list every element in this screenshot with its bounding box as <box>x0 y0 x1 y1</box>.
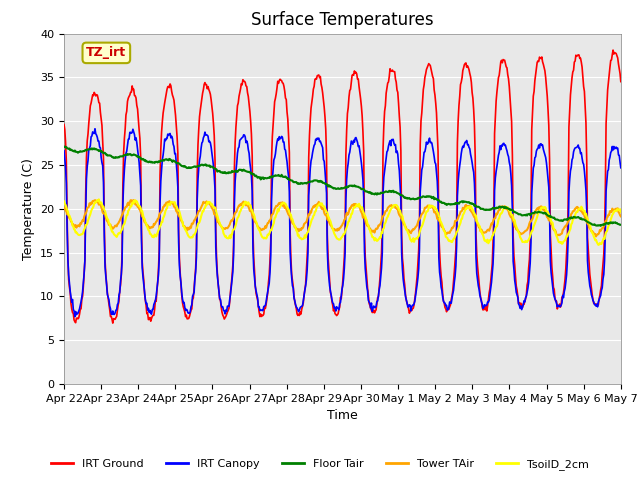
Y-axis label: Temperature (C): Temperature (C) <box>22 158 35 260</box>
X-axis label: Time: Time <box>327 409 358 422</box>
Text: TZ_irt: TZ_irt <box>86 47 126 60</box>
Title: Surface Temperatures: Surface Temperatures <box>251 11 434 29</box>
Legend: IRT Ground, IRT Canopy, Floor Tair, Tower TAir, TsoilD_2cm: IRT Ground, IRT Canopy, Floor Tair, Towe… <box>47 455 593 474</box>
